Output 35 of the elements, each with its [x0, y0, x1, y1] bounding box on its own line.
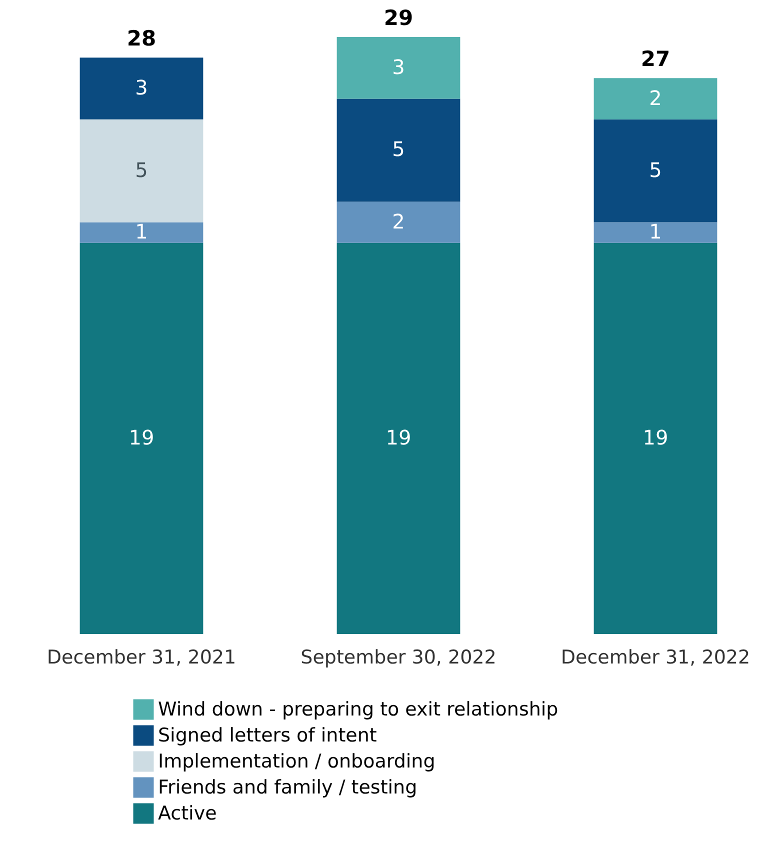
legend-label: Signed letters of intent [158, 724, 377, 746]
total-label: 28 [126, 26, 156, 51]
legend-label: Implementation / onboarding [158, 750, 436, 772]
bar [336, 37, 460, 99]
bar [80, 242, 204, 634]
bar [594, 222, 718, 243]
data-label: 3 [135, 75, 148, 100]
data-label: 2 [392, 209, 405, 234]
data-label: 5 [649, 158, 662, 182]
x-tick-label: December 31, 2021 [46, 646, 236, 668]
data-label: 19 [386, 425, 412, 450]
bar [336, 98, 460, 202]
legend-label: Wind down - preparing to exit relationship [158, 698, 558, 720]
data-label: 19 [642, 425, 668, 450]
data-label: 19 [128, 425, 154, 450]
bar [80, 119, 204, 222]
data-label: 5 [135, 158, 148, 182]
data-label: 3 [392, 54, 405, 79]
bar [594, 78, 718, 120]
data-label: 1 [135, 220, 148, 244]
bar [594, 119, 718, 222]
x-tick-label: December 31, 2022 [560, 646, 750, 668]
bar [80, 222, 204, 243]
x-tick-label: September 30, 2022 [300, 646, 496, 668]
data-label: 1 [649, 220, 662, 244]
bar [80, 58, 204, 120]
total-label: 29 [384, 6, 414, 30]
legend-label: Active [158, 802, 217, 824]
data-label: 2 [649, 86, 662, 110]
bar [336, 242, 460, 634]
legend-label: Friends and family / testing [158, 776, 418, 798]
data-label: 5 [392, 137, 405, 162]
bar [594, 242, 718, 634]
bar [336, 202, 460, 243]
total-label: 27 [640, 47, 670, 72]
